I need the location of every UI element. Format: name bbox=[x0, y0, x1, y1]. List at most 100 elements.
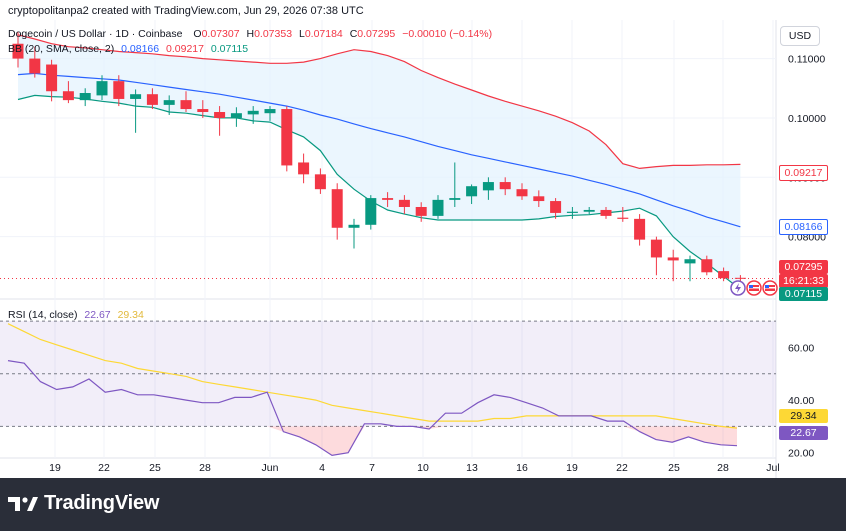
candle-body bbox=[634, 218, 646, 240]
x-tick-label: 16 bbox=[516, 462, 528, 474]
candle-body bbox=[314, 174, 326, 190]
basis-tag: 0.08166 bbox=[779, 219, 828, 235]
candle-body bbox=[650, 239, 662, 258]
candle-body bbox=[466, 186, 478, 197]
rsi-y-tick-label: 60.00 bbox=[788, 342, 814, 354]
candle-body bbox=[214, 112, 226, 118]
candle-body bbox=[718, 271, 730, 279]
rsi-line bbox=[7, 360, 738, 457]
bb-basis-value: 0.08166 bbox=[121, 43, 160, 55]
x-tick-label: Jun bbox=[262, 462, 279, 474]
event-icons[interactable] bbox=[730, 280, 778, 296]
x-tick-label: 25 bbox=[668, 462, 680, 474]
bollinger-band-fill bbox=[18, 34, 741, 290]
x-tick-label: 10 bbox=[417, 462, 429, 474]
countdown-tag: 16:21:33 bbox=[779, 274, 828, 288]
rsi-ma-line bbox=[7, 323, 738, 429]
candle-body bbox=[701, 259, 713, 273]
candle-body bbox=[113, 81, 125, 99]
close-value: 0.07295 bbox=[357, 28, 396, 40]
candle-body bbox=[365, 198, 377, 225]
symbol-title: Dogecoin / US Dollar · 1D · Coinbase bbox=[8, 28, 183, 40]
candle-body bbox=[600, 209, 612, 216]
x-tick-label: 19 bbox=[49, 462, 61, 474]
candle-body bbox=[734, 277, 746, 279]
chart-canvas[interactable]: 19 22 25 28 Jun 4 7 10 13 16 19 22 25 28 Jul 0.11000 0.1… bbox=[0, 20, 846, 478]
bb-basis-line bbox=[17, 72, 741, 228]
logo-text: TradingView bbox=[44, 492, 160, 514]
bb-label: BB (20, SMA, close, 2) bbox=[8, 43, 115, 55]
rsi-legend: RSI (14, close) 22.67 29.34 bbox=[8, 309, 144, 321]
candle-body bbox=[29, 58, 41, 74]
close-label: C bbox=[349, 28, 358, 40]
candle-body bbox=[533, 196, 545, 202]
x-tick-label: 13 bbox=[466, 462, 478, 474]
candle-body bbox=[146, 94, 158, 105]
chart-attribution: cryptopolitanpa2 created with TradingVie… bbox=[8, 5, 364, 17]
footer-bar: TradingView bbox=[0, 478, 846, 531]
candle-body bbox=[96, 81, 108, 96]
price-pane bbox=[0, 31, 776, 290]
candle-body bbox=[264, 109, 276, 114]
x-tick-label: 19 bbox=[566, 462, 578, 474]
tradingview-logo[interactable]: TradingView bbox=[8, 492, 159, 515]
candle-body bbox=[583, 209, 595, 212]
candle-body bbox=[499, 182, 511, 190]
candle-body bbox=[449, 198, 461, 200]
last-price-tag: 0.07295 bbox=[779, 260, 828, 274]
x-tick-label: 22 bbox=[616, 462, 628, 474]
bb-lower-value: 0.07115 bbox=[210, 43, 249, 55]
y-tick-label: 0.11000 bbox=[788, 54, 825, 66]
rsi-oversold-fill bbox=[8, 426, 737, 456]
bb-legend: BB (20, SMA, close, 2) 0.08166 0.09217 0… bbox=[8, 43, 248, 55]
candle-body bbox=[667, 257, 679, 261]
x-tick-label: 22 bbox=[98, 462, 110, 474]
candle-body bbox=[46, 64, 58, 92]
candle-body bbox=[432, 199, 444, 216]
candle-body bbox=[130, 94, 142, 99]
rsi-ma-tag: 29.34 bbox=[779, 409, 828, 423]
bb-lower-line bbox=[17, 94, 741, 290]
high-label: H bbox=[246, 28, 255, 40]
x-tick-label: 25 bbox=[149, 462, 161, 474]
candle-body bbox=[348, 224, 360, 228]
candle-body bbox=[79, 93, 91, 101]
change-value: −0.00010 (−0.14%) bbox=[402, 28, 493, 40]
candle-body bbox=[247, 110, 259, 115]
low-label: L bbox=[298, 28, 305, 40]
rsi-band-fill bbox=[0, 321, 776, 427]
rsi-ma-value: 29.34 bbox=[117, 309, 144, 321]
rsi-tag: 22.67 bbox=[779, 426, 828, 440]
rsi-y-tick-label: 20.00 bbox=[788, 448, 814, 460]
x-tick-label: 4 bbox=[319, 462, 325, 474]
candle-body bbox=[415, 206, 427, 216]
y-tick-label: 0.10000 bbox=[788, 113, 826, 125]
candle-body bbox=[684, 259, 696, 264]
candle-body bbox=[331, 189, 343, 228]
open-value: 0.07307 bbox=[201, 28, 240, 40]
open-label: O bbox=[193, 28, 202, 40]
candle-body bbox=[197, 109, 209, 113]
candle-body bbox=[180, 100, 192, 110]
candle-body bbox=[163, 100, 175, 105]
bb-upper-line bbox=[17, 34, 741, 170]
candle-body bbox=[482, 182, 494, 191]
x-tick-label: 28 bbox=[199, 462, 211, 474]
rsi-value: 22.67 bbox=[84, 309, 111, 321]
lower-band-tag: 0.07115 bbox=[779, 287, 828, 301]
candle-body bbox=[382, 198, 394, 200]
tradingview-logo-icon bbox=[8, 496, 38, 511]
candle-body bbox=[617, 217, 629, 219]
low-value: 0.07184 bbox=[304, 28, 343, 40]
candle-body bbox=[230, 113, 242, 118]
bb-upper-value: 0.09217 bbox=[166, 43, 204, 55]
x-tick-label: 28 bbox=[717, 462, 729, 474]
rsi-label: RSI (14, close) bbox=[8, 309, 78, 321]
candle-body bbox=[550, 201, 562, 213]
currency-button[interactable]: USD bbox=[780, 26, 820, 46]
x-tick-label: 7 bbox=[369, 462, 375, 474]
candle-body bbox=[516, 189, 528, 197]
candle-body bbox=[566, 211, 578, 213]
candle-body bbox=[281, 109, 293, 166]
symbol-legend: Dogecoin / US Dollar · 1D · Coinbase O0.… bbox=[8, 28, 492, 40]
